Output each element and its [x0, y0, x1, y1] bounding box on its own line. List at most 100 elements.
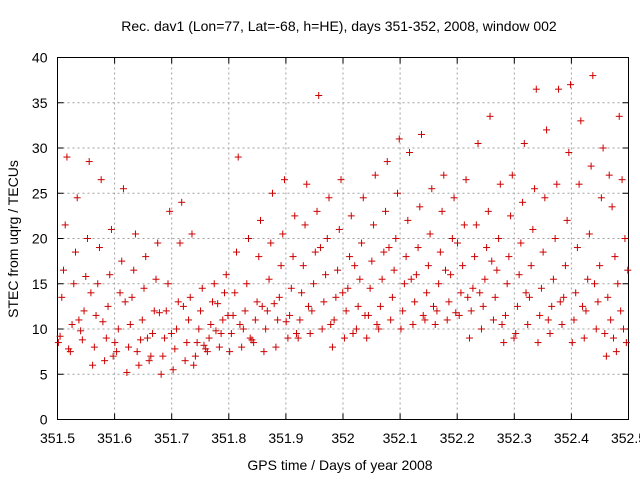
data-point — [318, 325, 326, 333]
data-point — [532, 85, 540, 93]
data-point — [221, 289, 229, 297]
data-point — [572, 289, 580, 297]
data-point — [378, 275, 386, 283]
data-point — [238, 343, 246, 351]
data-point — [107, 225, 115, 233]
data-point — [130, 266, 138, 274]
data-point — [169, 366, 177, 374]
data-point — [87, 289, 95, 297]
data-point — [150, 307, 158, 315]
y-tick-label: 20 — [32, 231, 48, 247]
data-point — [155, 309, 163, 317]
data-point — [147, 352, 155, 360]
data-point — [496, 180, 504, 188]
y-axis-label: STEC from uqrg / TECUs — [5, 160, 21, 318]
data-point — [296, 316, 304, 324]
data-point — [359, 194, 367, 202]
data-point — [614, 280, 622, 288]
data-point — [131, 230, 139, 238]
data-point — [587, 162, 595, 170]
data-point — [464, 293, 472, 301]
x-tick-labels: 351.5 351.6 351.7 351.8 351.9 352 352.1 352.2 35… — [40, 430, 640, 446]
data-point — [159, 352, 167, 360]
data-point — [553, 180, 561, 188]
data-point — [340, 334, 348, 342]
data-point — [174, 298, 182, 306]
data-point — [99, 318, 107, 326]
data-point — [354, 302, 362, 310]
data-point — [462, 176, 470, 184]
data-point — [370, 221, 378, 229]
data-point — [181, 357, 189, 365]
data-point — [325, 194, 333, 202]
data-point — [479, 302, 487, 310]
data-point — [311, 248, 319, 256]
data-point — [560, 293, 568, 301]
data-point — [548, 302, 556, 310]
data-point — [59, 266, 67, 274]
data-point — [73, 194, 81, 202]
data-point — [471, 253, 479, 261]
data-point — [570, 316, 578, 324]
data-point — [161, 334, 169, 342]
data-point — [349, 330, 357, 338]
data-point — [191, 352, 199, 360]
data-point — [505, 253, 513, 261]
data-point — [190, 361, 198, 369]
data-point — [251, 316, 259, 324]
data-point — [604, 293, 612, 301]
data-point — [358, 239, 366, 247]
data-point — [495, 235, 503, 242]
data-point — [231, 289, 239, 297]
data-point — [198, 284, 206, 292]
data-point — [527, 262, 535, 270]
data-point — [121, 298, 129, 306]
data-point — [70, 280, 78, 288]
data-point — [289, 253, 297, 261]
data-point — [599, 144, 607, 152]
data-point — [575, 180, 583, 188]
data-point — [185, 316, 193, 324]
data-point — [580, 334, 588, 342]
data-point — [534, 339, 542, 347]
data-point — [272, 343, 280, 351]
data-point — [371, 171, 379, 179]
data-point — [248, 336, 256, 344]
data-point — [419, 311, 427, 319]
data-point — [519, 198, 527, 206]
data-point — [205, 334, 213, 342]
data-point — [602, 352, 610, 360]
data-point — [392, 235, 400, 242]
data-point — [573, 244, 581, 252]
data-point — [171, 345, 179, 353]
data-point — [376, 302, 384, 310]
data-point — [416, 203, 424, 211]
data-point — [597, 194, 605, 202]
data-point — [555, 85, 563, 93]
data-point — [380, 248, 388, 256]
data-point — [351, 262, 359, 270]
data-point — [356, 275, 364, 283]
data-point — [282, 318, 290, 326]
data-point — [277, 262, 285, 270]
data-point — [323, 235, 331, 242]
data-point — [315, 92, 323, 100]
data-point — [601, 330, 609, 338]
data-point — [80, 307, 88, 315]
data-point — [320, 298, 328, 306]
data-point — [387, 316, 395, 324]
data-point — [258, 302, 266, 310]
data-point — [68, 320, 76, 328]
data-point — [85, 158, 93, 166]
data-point — [54, 339, 62, 347]
data-point — [339, 289, 347, 297]
data-point — [268, 189, 276, 197]
data-point — [140, 284, 148, 292]
data-point — [617, 307, 625, 315]
data-point — [388, 293, 396, 301]
data-point — [579, 302, 587, 310]
data-point — [412, 271, 420, 279]
data-point — [447, 271, 455, 279]
data-point — [594, 298, 602, 306]
